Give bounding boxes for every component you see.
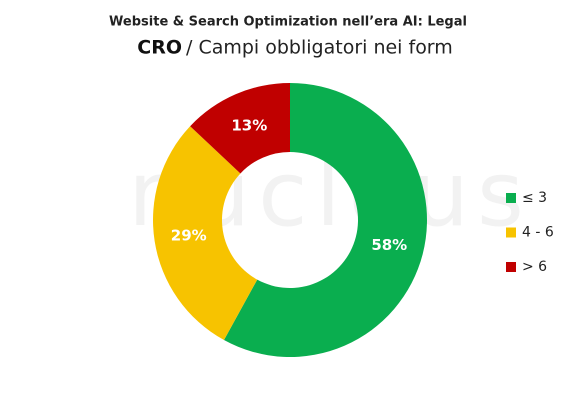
chart-title: Website & Search Optimization nell’era A… [109,15,467,30]
donut-slice [223,83,427,357]
legend-label: 4 - 6 [522,225,554,241]
legend-label: ≤ 3 [522,190,547,206]
subtitle-bold: CRO [137,37,182,59]
data-label: 29% [171,227,207,245]
legend-swatch [506,227,516,238]
legend-swatch [506,193,516,203]
data-label: 58% [371,236,407,254]
legend-label: > 6 [522,259,547,275]
donut-slice [153,126,258,341]
legend-swatch [506,262,516,272]
donut-slice [190,83,290,174]
subtitle: / Campi obbligatori nei form [186,37,453,59]
data-label: 13% [231,116,267,134]
